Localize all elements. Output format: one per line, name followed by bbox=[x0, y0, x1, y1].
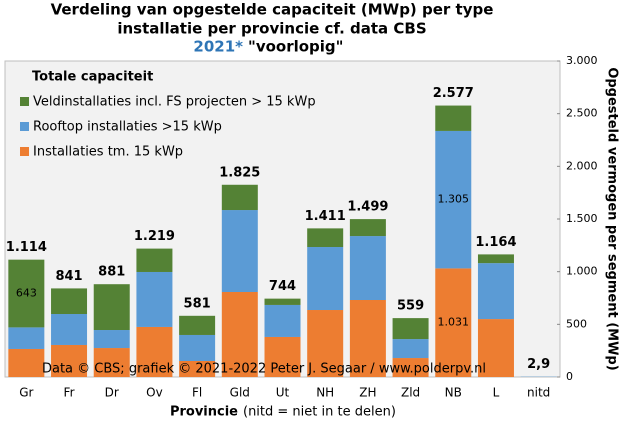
bar-segment bbox=[392, 339, 429, 359]
y-tick-label: 0 bbox=[566, 370, 573, 383]
bar-segment bbox=[8, 348, 45, 377]
total-label: 1.114 bbox=[6, 240, 47, 255]
x-tick-label: Fr bbox=[64, 386, 75, 400]
bar-segment bbox=[477, 319, 514, 377]
bar-segment bbox=[264, 298, 301, 305]
total-label: 881 bbox=[98, 265, 125, 280]
legend-label: Rooftop installaties >15 kWp bbox=[33, 120, 222, 135]
bar-segment bbox=[93, 348, 130, 377]
bar-segment bbox=[8, 259, 45, 328]
legend-swatch bbox=[20, 147, 29, 156]
y-tick-label: 3.000 bbox=[566, 54, 598, 67]
y-tick-label: 2.500 bbox=[566, 107, 598, 120]
x-axis-label: Provincie bbox=[170, 405, 238, 420]
total-label: 1.164 bbox=[475, 235, 516, 250]
bar-segment bbox=[179, 315, 216, 335]
value-label: 1.305 bbox=[438, 193, 470, 206]
bar-segment bbox=[179, 360, 216, 377]
x-tick-label: Dr bbox=[105, 386, 119, 400]
legend-label: Installaties tm. 15 kWp bbox=[33, 145, 183, 160]
bar-segment bbox=[93, 284, 130, 331]
bar-segment bbox=[392, 318, 429, 340]
bar-segment bbox=[349, 219, 386, 237]
x-tick-label: ZH bbox=[359, 386, 376, 400]
bar-segment bbox=[136, 271, 173, 327]
bar-segment bbox=[179, 334, 216, 361]
x-axis-label: (nitd = niet in te delen) bbox=[243, 405, 396, 420]
total-label: 1.499 bbox=[347, 200, 388, 215]
x-tick-label: Fl bbox=[192, 386, 202, 400]
bar-segment bbox=[221, 184, 258, 211]
chart-title: installatie per provincie cf. data CBS bbox=[117, 20, 426, 38]
y-tick-label: 1.500 bbox=[566, 212, 598, 225]
bar-segment bbox=[8, 327, 45, 349]
bar-segment bbox=[93, 330, 130, 349]
chart-title: Verdeling van opgestelde capaciteit (MWp… bbox=[51, 1, 494, 19]
y-axis-label: Opgesteld vermogen per segment (MWp) bbox=[605, 67, 620, 370]
bar-segment bbox=[392, 358, 429, 377]
y-tick-label: 2.000 bbox=[566, 159, 598, 172]
bar-segment bbox=[264, 336, 301, 377]
x-tick-label: NB bbox=[445, 386, 462, 400]
legend-swatch bbox=[20, 122, 29, 131]
x-tick-label: Zld bbox=[401, 386, 420, 400]
x-tick-label: NH bbox=[316, 386, 334, 400]
total-label: 1.411 bbox=[305, 209, 346, 224]
total-label: 2,9 bbox=[527, 357, 550, 372]
bar-segment bbox=[221, 291, 258, 377]
x-tick-label: Gr bbox=[19, 386, 33, 400]
bar-segment bbox=[307, 310, 344, 377]
legend-swatch bbox=[20, 97, 29, 106]
chart-subtitle: "voorlopig" bbox=[248, 38, 343, 56]
x-tick-label: Gld bbox=[230, 386, 250, 400]
bar-segment bbox=[264, 304, 301, 337]
x-tick-label: Ov bbox=[146, 386, 163, 400]
total-label: 2.577 bbox=[433, 86, 474, 101]
bar-segment bbox=[221, 210, 258, 292]
bar-segment bbox=[51, 314, 88, 345]
total-label: 1.219 bbox=[134, 229, 175, 244]
y-tick-label: 1.000 bbox=[566, 265, 598, 278]
bar-segment bbox=[349, 236, 386, 301]
bar-segment bbox=[51, 344, 88, 377]
bar-segment bbox=[51, 288, 88, 315]
bar-segment bbox=[435, 130, 472, 269]
bar-segment bbox=[136, 326, 173, 377]
total-label: 581 bbox=[184, 296, 211, 311]
chart-subtitle: 2021* bbox=[193, 38, 243, 56]
bar-segment bbox=[136, 248, 173, 272]
y-tick-label: 500 bbox=[566, 317, 587, 330]
total-label: 744 bbox=[269, 279, 296, 294]
x-tick-label: Ut bbox=[276, 386, 290, 400]
total-label: 1.825 bbox=[219, 165, 260, 180]
total-label: 841 bbox=[55, 269, 82, 284]
bar-segment bbox=[435, 268, 472, 377]
legend-label: Veldinstallaties incl. FS projecten > 15… bbox=[33, 95, 316, 110]
bar-segment bbox=[349, 300, 386, 377]
bar-segment bbox=[477, 263, 514, 320]
x-tick-label: nitd bbox=[527, 386, 550, 400]
annotation: Data © CBS; grafiek © 2021-2022 Peter J.… bbox=[42, 362, 486, 377]
bar-segment bbox=[307, 247, 344, 311]
total-label: 559 bbox=[397, 299, 424, 314]
bar-segment bbox=[435, 105, 472, 131]
x-tick-label: L bbox=[493, 386, 500, 400]
value-label: 643 bbox=[16, 287, 37, 300]
legend-title: Totale capaciteit bbox=[32, 70, 153, 85]
bar-segment bbox=[477, 254, 514, 264]
value-label: 1.031 bbox=[438, 316, 470, 329]
bar-segment bbox=[307, 228, 344, 248]
